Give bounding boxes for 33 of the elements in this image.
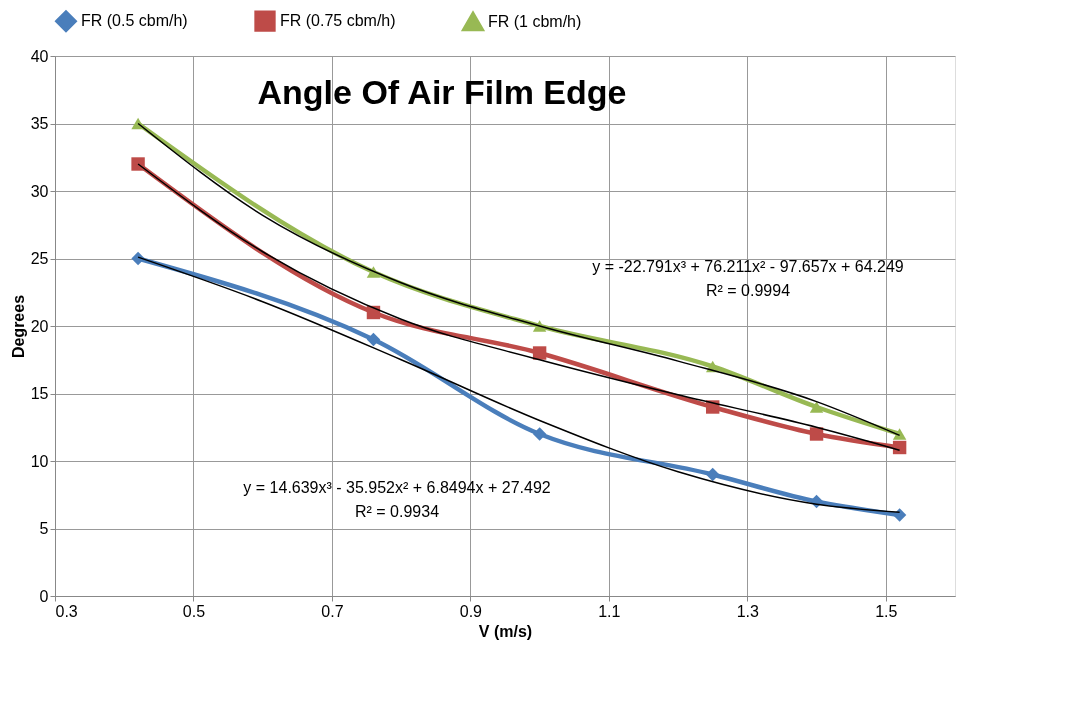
y-tick-label: 30	[30, 182, 49, 200]
x-tick-label: 0.5	[182, 602, 206, 620]
point	[532, 427, 547, 441]
point	[809, 427, 824, 441]
x-tick-label: 0.7	[321, 602, 344, 620]
y-tick-label: 0	[39, 587, 49, 605]
y-tick-label: 35	[30, 115, 49, 132]
point	[532, 346, 547, 360]
annotation: y = 14.639x³ - 35.952x² + 6.8494x + 27.492 R² = 0.9934	[243, 479, 551, 520]
x-tick-label: 0.9	[459, 602, 483, 620]
point	[705, 467, 720, 482]
y-tick-label: 40	[30, 47, 49, 65]
y-tick-label: 20	[30, 317, 49, 335]
x-axis-title: V (m/s)	[478, 622, 533, 640]
point	[131, 157, 145, 171]
y-tick-label: 25	[30, 250, 49, 267]
point	[366, 332, 381, 347]
x-tick-label: 0.3	[55, 602, 78, 620]
point	[892, 508, 907, 522]
legend-label: FR (0.5 cbm/h)	[81, 12, 188, 30]
y-tick-label: 15	[30, 385, 49, 402]
point	[892, 428, 907, 440]
x-tick-label: 1.1	[598, 602, 621, 620]
y-axis-title: Degrees	[9, 294, 27, 359]
legend-label: FR (0.75 cbm/h)	[280, 12, 396, 30]
point	[809, 401, 824, 413]
x-tick-label: 1.5	[875, 602, 898, 620]
text: Angle Of Air Film Edge	[257, 73, 627, 111]
legend-label: FR (1 cbm/h)	[488, 12, 582, 30]
y-tick-label: 5	[39, 520, 49, 537]
y-tick-label: 10	[30, 452, 49, 470]
annotation: y = -22.791x³ + 76.211x² - 97.657x + 64.249 R² = 0.9994	[592, 257, 904, 299]
x-tick-label: 1.3	[736, 602, 760, 620]
